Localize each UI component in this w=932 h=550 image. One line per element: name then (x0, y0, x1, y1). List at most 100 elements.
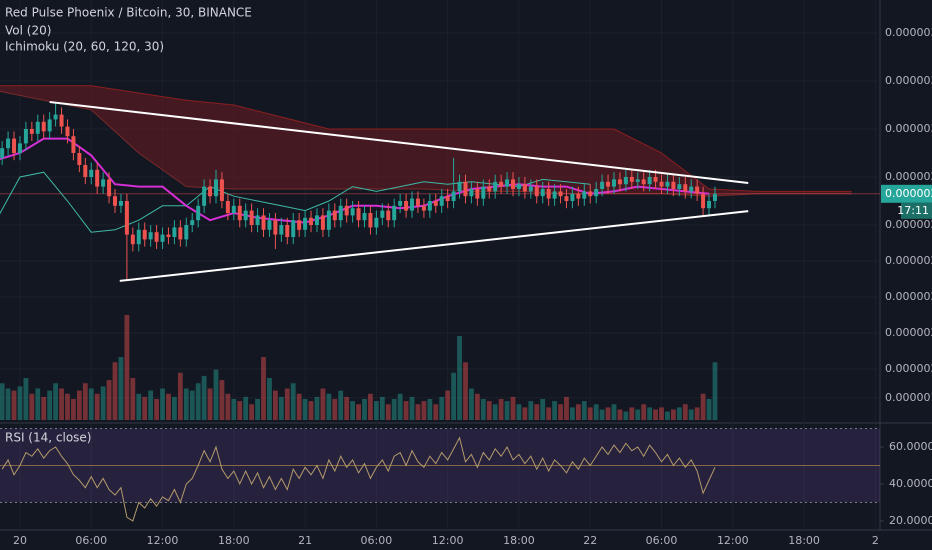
candle-body (623, 177, 628, 185)
candle-body (47, 119, 52, 132)
volume-bar (255, 399, 260, 420)
volume-bar (219, 380, 225, 420)
price-label: 0.00000273 (885, 187, 932, 200)
candle-body (344, 205, 349, 216)
candle-body (641, 179, 646, 185)
volume-bar (611, 404, 617, 420)
volume-bar (463, 362, 468, 420)
candle-body (522, 184, 527, 192)
candle-body (219, 179, 224, 201)
volume-bar (558, 404, 563, 420)
candle-body (617, 179, 622, 185)
candle-body (410, 198, 415, 211)
volume-bar (124, 315, 130, 420)
candle-body (83, 165, 88, 177)
candle-body (683, 184, 688, 192)
y-tick-label: 0.00000320 (885, 74, 932, 87)
volume-bar (522, 407, 528, 420)
candle-body (421, 205, 426, 211)
volume-bar (641, 404, 647, 420)
volume-bar (154, 399, 159, 420)
y-tick-label: 0.00000188 (885, 391, 932, 404)
candle-body (481, 186, 486, 199)
volume-bar (665, 411, 670, 420)
candle-body (309, 217, 314, 225)
candle-body (6, 138, 11, 149)
candle-body (101, 179, 106, 187)
candle-body (291, 220, 296, 237)
volume-bar (29, 393, 35, 420)
volume-bar (379, 396, 385, 420)
candle-body (338, 205, 343, 221)
trendline (119, 210, 749, 282)
volume-bar (35, 388, 41, 420)
volume-bar (237, 401, 243, 420)
candle-body (505, 179, 510, 187)
volume-bar (457, 336, 462, 420)
candle-body (107, 179, 112, 197)
candle-body (320, 215, 325, 230)
candle-body (41, 121, 46, 132)
volume-bar (498, 399, 504, 420)
volume-bar (76, 390, 82, 420)
volume-bar (492, 404, 498, 420)
candle-body (570, 193, 575, 201)
y-tick-label: 0.00000260 (885, 218, 932, 231)
volume-bar (469, 388, 474, 420)
candle-body (380, 210, 385, 218)
candle-body (273, 220, 278, 235)
candle-body (588, 191, 593, 197)
candle-body (564, 196, 569, 201)
volume-bar (308, 401, 314, 420)
volume-bar (88, 388, 94, 420)
volume-bar (552, 401, 557, 420)
candle-body (439, 196, 444, 206)
volume-bar (243, 396, 249, 420)
volume-bar (528, 401, 534, 420)
volume-bar (160, 388, 165, 420)
span-b (0, 85, 852, 192)
candle-body (511, 179, 516, 189)
candle-body (285, 225, 290, 237)
volume-bar (94, 393, 100, 420)
candle-body (356, 208, 361, 221)
volume-bar (82, 383, 88, 420)
candle-body (178, 227, 183, 240)
volume-bar (682, 404, 688, 420)
volume-bar (284, 388, 290, 420)
volume-bar (41, 396, 47, 420)
volume-bar (385, 404, 391, 420)
volume-bar (445, 390, 451, 420)
rsi-label: RSI (14, close) (5, 431, 91, 445)
volume-bar (534, 404, 540, 420)
candle-body (445, 196, 450, 201)
candle-body (160, 234, 165, 242)
candle-body (600, 181, 605, 189)
volume-bar (148, 390, 154, 420)
volume-bar (486, 401, 492, 420)
candle-body (136, 229, 141, 245)
x-tick-label: 18:00 (503, 534, 535, 547)
candle-body (427, 201, 432, 211)
volume-bar (189, 390, 195, 420)
candle-body (546, 189, 551, 199)
volume-bar (635, 409, 641, 420)
candle-body (475, 189, 480, 199)
volume-bar (112, 362, 118, 420)
candle-body (65, 126, 70, 137)
candle-body (404, 201, 409, 211)
candle-body (558, 191, 563, 197)
volume-bar (106, 380, 112, 420)
volume-bar (290, 383, 296, 420)
candle-body (184, 225, 189, 240)
candle-body (326, 210, 331, 230)
volume-bar (11, 390, 17, 420)
volume-bar (142, 396, 148, 420)
volume-bar (267, 378, 272, 420)
candle-body (451, 191, 456, 201)
candle-body (29, 129, 34, 134)
rsi-tick-label: 60.0000 (889, 440, 932, 453)
volume-bar (350, 401, 356, 420)
volume-bar (439, 396, 445, 420)
